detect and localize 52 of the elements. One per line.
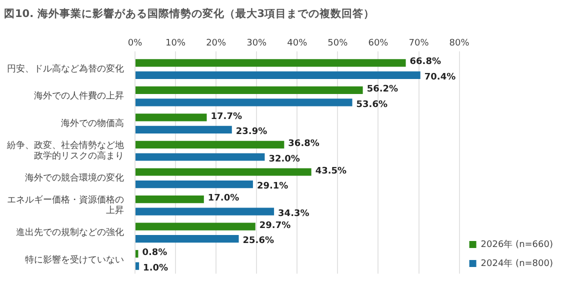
bar — [136, 222, 256, 230]
x-tick-label: 40% — [287, 38, 308, 48]
bar — [136, 140, 284, 149]
data-label: 23.9% — [236, 127, 268, 138]
bar — [136, 208, 274, 216]
data-label: 70.4% — [424, 72, 456, 83]
y-tick-label: 円安、ドル高など為替の変化 — [7, 63, 124, 74]
y-tick-label: 海外での競合環境の変化 — [25, 172, 124, 184]
data-label: 66.8% — [410, 57, 442, 68]
y-tick-label: 海外での人件費の上昇 — [34, 90, 124, 102]
y-tick-label: 海外での物価高 — [61, 118, 124, 129]
y-tick-label: 紛争、政変、社会情勢など地政学的リスクの高まり — [6, 140, 124, 162]
bar — [136, 250, 138, 258]
x-tick-label: 80% — [449, 38, 470, 48]
bar — [136, 126, 232, 134]
x-tick-label: 0% — [128, 38, 143, 48]
data-label: 32.0% — [268, 154, 300, 164]
chart-title: 図10. 海外事業に影響がある国際情勢の変化（最大3項目までの複数回答） — [4, 7, 375, 20]
y-tick-label: エネルギー価格・資源価格の上昇 — [7, 194, 124, 216]
data-label: 1.0% — [143, 263, 168, 274]
bar — [136, 59, 406, 67]
data-label: 43.5% — [315, 166, 347, 176]
x-tick-label: 10% — [166, 38, 186, 48]
bar — [136, 195, 204, 204]
bar — [136, 168, 312, 176]
legend-label: 2026年 (n=660) — [480, 238, 554, 250]
bar — [136, 262, 140, 270]
data-label: 17.7% — [210, 112, 242, 122]
data-label: 56.2% — [366, 84, 398, 95]
y-tick-label: 特に影響を受けていない — [25, 254, 124, 266]
bar — [136, 235, 239, 243]
x-tick-label: 70% — [408, 38, 430, 48]
x-tick-label: 50% — [328, 38, 348, 48]
data-label: 17.0% — [208, 194, 240, 204]
y-tick-label: 進出先での規制などの強化 — [16, 227, 124, 238]
bar — [136, 71, 420, 79]
legend-label: 2024年 (n=800) — [480, 258, 554, 269]
x-tick-label: 30% — [246, 38, 268, 48]
data-label: 29.1% — [256, 182, 288, 192]
data-label: 25.6% — [242, 236, 274, 246]
x-tick-label: 20% — [206, 38, 227, 48]
bar — [136, 114, 207, 122]
x-tick-label: 60% — [368, 38, 389, 48]
data-label: 34.3% — [278, 208, 310, 219]
bar — [136, 98, 352, 106]
bar — [136, 86, 363, 94]
data-label: 29.7% — [259, 220, 291, 231]
bar — [136, 153, 265, 161]
data-label: 36.8% — [288, 139, 320, 150]
data-label: 0.8% — [142, 248, 168, 258]
bar — [136, 180, 253, 188]
data-label: 53.6% — [356, 100, 388, 110]
